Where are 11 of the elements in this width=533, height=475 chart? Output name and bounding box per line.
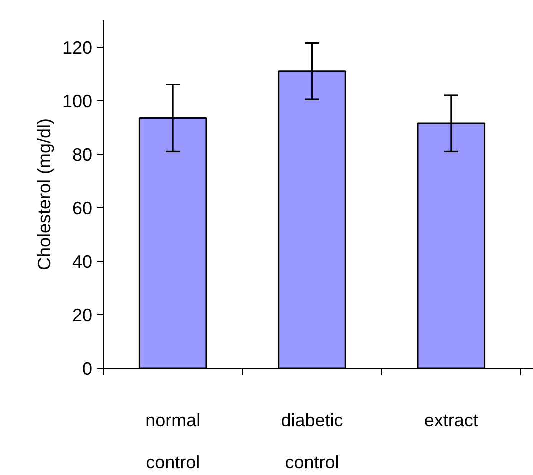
x-tick-label: extract bbox=[424, 410, 478, 430]
y-tick-label: 0 bbox=[82, 359, 93, 379]
category-label: diabetic control bbox=[281, 410, 344, 472]
y-axis-title: Cholesterol (mg/dl) bbox=[34, 118, 54, 271]
y-tick-label: 80 bbox=[72, 144, 93, 165]
y-tick-label: 60 bbox=[72, 198, 93, 218]
y-tick-label: 40 bbox=[72, 252, 93, 272]
y-tick-label: 120 bbox=[62, 38, 93, 58]
category-label: normal control bbox=[146, 410, 201, 472]
y-tick-label: 100 bbox=[62, 91, 93, 112]
y-tick-label: 20 bbox=[72, 305, 93, 326]
